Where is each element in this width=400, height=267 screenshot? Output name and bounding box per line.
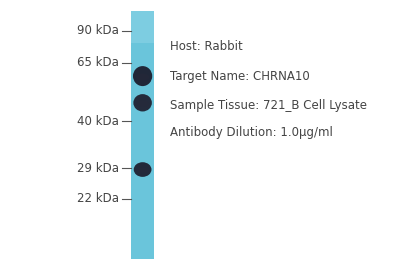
Ellipse shape [133,66,152,86]
Ellipse shape [134,162,152,177]
Text: 29 kDa: 29 kDa [77,162,119,175]
Ellipse shape [136,101,149,107]
Ellipse shape [133,94,152,112]
Ellipse shape [136,168,149,173]
Bar [132,11,154,259]
Text: Host: Rabbit: Host: Rabbit [170,40,243,53]
Text: 22 kDa: 22 kDa [77,193,119,205]
Text: Sample Tissue: 721_B Cell Lysate: Sample Tissue: 721_B Cell Lysate [170,99,367,112]
Ellipse shape [136,74,149,81]
Bar [132,11,154,43]
Text: Antibody Dilution: 1.0μg/ml: Antibody Dilution: 1.0μg/ml [170,126,333,139]
Text: Target Name: CHRNA10: Target Name: CHRNA10 [170,70,310,83]
Text: 40 kDa: 40 kDa [77,115,119,128]
Text: 65 kDa: 65 kDa [77,56,119,69]
Text: 90 kDa: 90 kDa [77,24,119,37]
